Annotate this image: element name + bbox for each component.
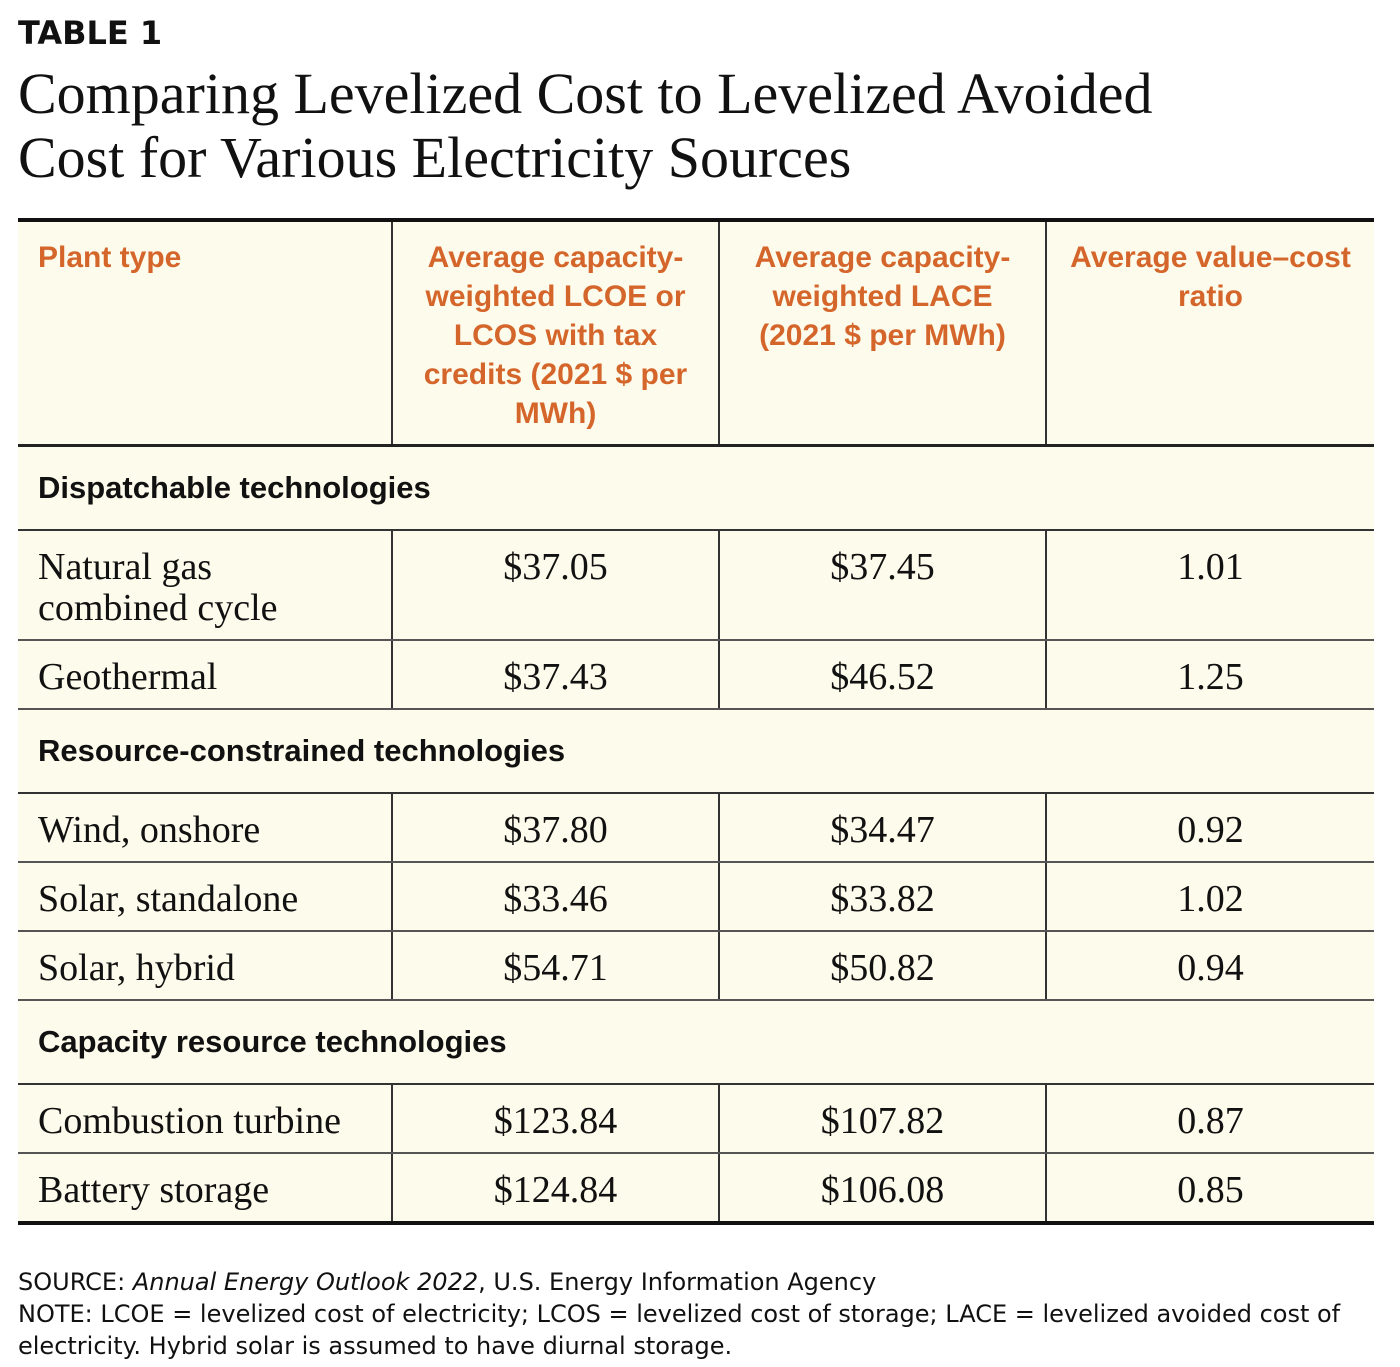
data-row: Combustion turbine $123.84 $107.82 0.87 (18, 1084, 1374, 1154)
value-cell: 0.94 (1045, 931, 1374, 1001)
value-cell: $37.45 (718, 530, 1046, 641)
section-row: Dispatchable technologies (18, 445, 1374, 531)
plant-type: Combustion turbine (18, 1084, 392, 1154)
plant-type: Battery storage (18, 1153, 392, 1225)
value-cell: 1.02 (1045, 862, 1374, 932)
data-row: Geothermal $37.43 $46.52 1.25 (18, 640, 1374, 710)
data-row: Solar, hybrid $54.71 $50.82 0.94 (18, 931, 1374, 1001)
plant-type: Wind, onshore (18, 793, 392, 863)
column-header: Average capacity-weighted LACE (2021 $ p… (718, 218, 1046, 447)
data-row: Wind, onshore $37.80 $34.47 0.92 (18, 793, 1374, 863)
data-table: Plant type Average capacity-weighted LCOE… (18, 218, 1374, 1225)
plant-type: Solar, standalone (18, 862, 392, 932)
value-cell: 1.01 (1045, 530, 1374, 641)
table-body: Dispatchable technologies Natural gas com… (18, 445, 1374, 1225)
column-header: Average value–cost ratio (1045, 218, 1374, 447)
column-header: Average capacity-weighted LCOE or LCOS w… (391, 218, 719, 447)
source-label: SOURCE: (18, 1268, 126, 1296)
source-title: Annual Energy Outlook 2022 (132, 1268, 479, 1296)
plant-type: Solar, hybrid (18, 931, 392, 1001)
value-cell: $33.82 (718, 862, 1046, 932)
source: SOURCE: Annual Energy Outlook 2022, U.S.… (18, 1266, 1378, 1298)
data-row: Battery storage $124.84 $106.08 0.85 (18, 1153, 1374, 1225)
section-row: Capacity resource technologies (18, 1000, 1374, 1085)
value-cell: $123.84 (391, 1084, 719, 1154)
section-title: Resource-constrained technologies (18, 709, 1374, 794)
section-title: Capacity resource technologies (18, 1000, 1374, 1085)
value-cell: $34.47 (718, 793, 1046, 863)
value-cell: $37.05 (391, 530, 719, 641)
section-row: Resource-constrained technologies (18, 709, 1374, 794)
source-rest: , U.S. Energy Information Agency (478, 1268, 877, 1296)
value-cell: $33.46 (391, 862, 719, 932)
value-cell: $107.82 (718, 1084, 1046, 1154)
value-cell: $46.52 (718, 640, 1046, 710)
value-cell: $37.43 (391, 640, 719, 710)
value-cell: $124.84 (391, 1153, 719, 1225)
table-title: Comparing Levelized Cost to Levelized Av… (18, 61, 1153, 190)
value-cell: $37.80 (391, 793, 719, 863)
value-cell: 0.87 (1045, 1084, 1374, 1154)
section-title: Dispatchable technologies (18, 445, 1374, 531)
value-cell: 0.92 (1045, 793, 1374, 863)
plant-type: Geothermal (18, 640, 392, 710)
note: NOTE: LCOE = levelized cost of electrici… (18, 1300, 1341, 1360)
data-row: Natural gas combined cycle $37.05 $37.45 1.… (18, 530, 1374, 641)
value-cell: $106.08 (718, 1153, 1046, 1225)
column-header: Plant type (18, 218, 392, 447)
value-cell: $54.71 (391, 931, 719, 1001)
header-row: Plant type Average capacity-weighted LCOE… (18, 218, 1374, 447)
data-row: Solar, standalone $33.46 $33.82 1.02 (18, 862, 1374, 932)
value-cell: $50.82 (718, 931, 1046, 1001)
footer: SOURCE: Annual Energy Outlook 2022, U.S.… (18, 1266, 1378, 1362)
value-cell: 1.25 (1045, 640, 1374, 710)
plant-type: Natural gas combined cycle (18, 530, 392, 641)
table-label: TABLE 1 (18, 14, 163, 52)
value-cell: 0.85 (1045, 1153, 1374, 1225)
